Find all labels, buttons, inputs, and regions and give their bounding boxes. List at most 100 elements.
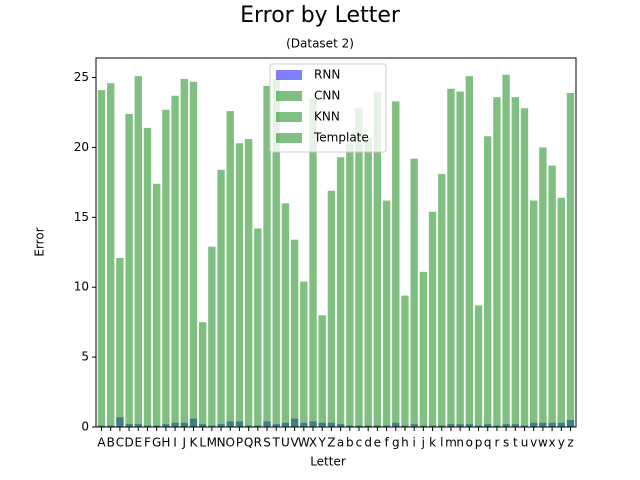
x-tick-label: u: [521, 436, 529, 450]
bar: [272, 78, 280, 427]
x-tick-label: s: [503, 436, 509, 450]
legend-swatch: [276, 133, 302, 143]
x-tick-label: K: [190, 436, 199, 450]
y-axis-label: Error: [33, 227, 47, 256]
x-tick-label: D: [124, 436, 133, 450]
bar: [465, 76, 474, 427]
x-tick-label: t: [513, 436, 518, 450]
x-tick-label: a: [337, 436, 344, 450]
x-tick-label: g: [392, 436, 400, 450]
bar: [493, 97, 501, 428]
x-tick-label: W: [298, 436, 310, 450]
bar: [318, 315, 326, 427]
bar: [300, 281, 308, 427]
bar: [364, 137, 372, 427]
bar: [401, 295, 409, 427]
bar: [97, 90, 106, 427]
x-tick-label: r: [494, 436, 499, 450]
x-tick-label: L: [199, 436, 206, 450]
x-tick-label: p: [475, 436, 483, 450]
x-tick-label: G: [152, 436, 161, 450]
x-tick-label: C: [116, 436, 124, 450]
chart-subtitle: (Dataset 2): [286, 37, 354, 51]
x-tick-label: c: [356, 436, 363, 450]
x-tick-label: Y: [318, 436, 327, 450]
x-tick-label: N: [217, 436, 226, 450]
x-tick-label: Q: [244, 436, 253, 450]
bar: [530, 200, 538, 427]
x-tick-label: j: [421, 436, 425, 450]
x-tick-label: M: [207, 436, 217, 450]
bar: [235, 143, 244, 428]
bar: [548, 165, 556, 427]
bar: [539, 147, 547, 428]
x-tick-label: o: [466, 436, 473, 450]
legend-swatch: [276, 91, 302, 101]
bar: [474, 305, 483, 427]
x-tick-label: V: [291, 436, 300, 450]
bar: [502, 74, 510, 427]
bar: [511, 97, 519, 428]
bar: [355, 108, 363, 428]
y-tick-label: 15: [74, 210, 89, 224]
x-tick-label: Z: [327, 436, 335, 450]
x-tick-label: w: [538, 436, 548, 450]
bar: [428, 211, 437, 427]
x-tick-label: S: [263, 436, 271, 450]
x-tick-label: n: [456, 436, 464, 450]
x-tick-label: A: [97, 436, 106, 450]
x-tick-label: x: [549, 436, 556, 450]
x-tick-label: E: [135, 436, 143, 450]
bar: [125, 113, 133, 427]
bar: [134, 76, 142, 427]
x-tick-label: d: [364, 436, 372, 450]
y-tick-label: 20: [74, 140, 89, 154]
x-axis-label: Letter: [310, 455, 346, 469]
x-tick-label: H: [161, 436, 170, 450]
bar: [290, 239, 299, 427]
bar: [217, 169, 225, 427]
x-tick-label: m: [445, 436, 457, 450]
bar: [226, 111, 234, 427]
y-tick-label: 5: [81, 350, 89, 364]
x-tick-label: v: [530, 436, 537, 450]
x-tick-label: P: [236, 436, 243, 450]
bar: [198, 322, 207, 427]
x-tick-label: i: [412, 436, 415, 450]
bar: [116, 257, 124, 427]
bar: [143, 127, 152, 428]
bar: [557, 197, 565, 427]
plot-frame: [95, 57, 577, 428]
y-tick-label: 0: [81, 420, 89, 434]
legend-swatch: [276, 70, 302, 80]
x-tick-label: O: [226, 436, 235, 450]
x-tick-label: I: [173, 436, 177, 450]
legend-box: [269, 63, 387, 153]
x-tick-label: b: [346, 436, 354, 450]
bar: [520, 108, 529, 428]
chart-title: Error by Letter: [240, 3, 401, 28]
bar: [189, 81, 198, 428]
x-tick-label: J: [182, 436, 187, 450]
bar: [162, 109, 170, 427]
y-tick-label: 10: [74, 280, 89, 294]
bar: [309, 98, 317, 427]
bar: [438, 174, 446, 427]
bar: [244, 139, 253, 427]
legend-label: RNN: [314, 68, 340, 82]
x-tick-label: e: [374, 436, 381, 450]
x-tick-label: f: [384, 436, 389, 450]
bar: [180, 78, 188, 427]
x-tick-label: y: [558, 436, 565, 450]
bar: [410, 158, 418, 428]
x-tick-label: B: [107, 436, 115, 450]
x-tick-label: l: [440, 436, 443, 450]
bar: [447, 88, 455, 427]
legend-label: CNN: [314, 89, 340, 103]
bar: [419, 271, 428, 427]
bar: [153, 183, 161, 427]
legend-label: Template: [313, 131, 369, 145]
bar: [456, 91, 464, 427]
bar: [171, 95, 179, 427]
